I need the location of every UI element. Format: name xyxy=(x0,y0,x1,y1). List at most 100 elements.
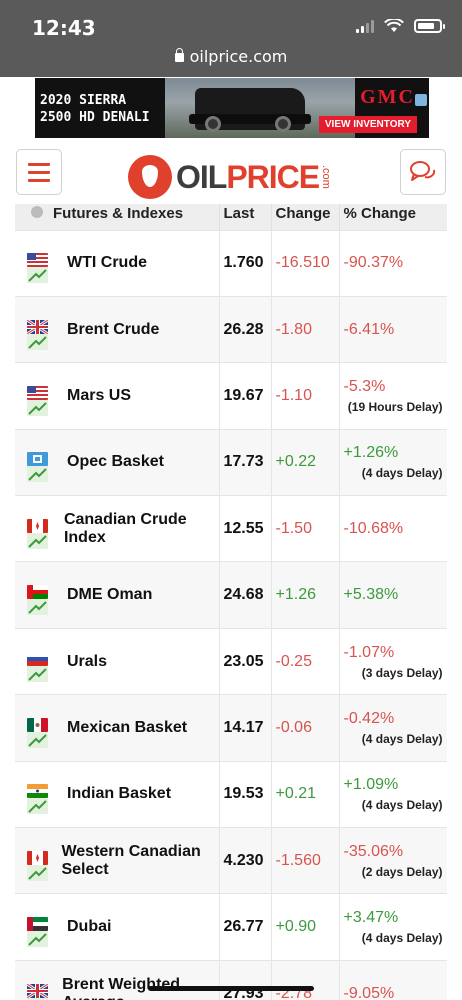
commodity-name[interactable]: Western Canadian Select xyxy=(61,842,201,878)
table-row[interactable]: Indian Basket 19.53 +0.21 +1.09% (4 days Del… xyxy=(15,760,447,828)
commodity-name[interactable]: Canadian Crude Index xyxy=(63,510,187,546)
delay-note: (4 days Delay) xyxy=(361,466,443,481)
row-name-cell[interactable]: Brent Weighted Average xyxy=(15,959,220,1000)
futures-table-container[interactable]: Futures & Indexes Last Change % Change W… xyxy=(15,204,447,1000)
ad-line-2: 2500 HD DENALI xyxy=(40,110,150,125)
commodity-name[interactable]: WTI Crude xyxy=(67,254,147,272)
pct-change-cell: -35.06% (2 days Delay) xyxy=(339,827,447,894)
row-name-cell[interactable]: Mars US xyxy=(15,362,220,430)
pct-change-cell: +5.38% xyxy=(339,561,447,629)
row-name-cell[interactable]: Indian Basket xyxy=(15,760,220,828)
last-price: 4.230 xyxy=(223,851,264,869)
table-row[interactable]: Opec Basket 17.73 +0.22 +1.26% (4 days Delay… xyxy=(15,428,447,496)
pct-change-cell: -0.42% (4 days Delay) xyxy=(339,694,447,762)
us-flag-icon xyxy=(27,385,48,400)
row-name-cell[interactable]: Canadian Crude Index xyxy=(15,495,220,562)
site-logo[interactable]: OILPRICE .com xyxy=(128,155,332,199)
truck-wheel-front xyxy=(205,116,221,132)
header-pct-change[interactable]: % Change xyxy=(339,204,447,230)
last-price: 26.28 xyxy=(223,320,264,338)
pct-change: +1.09% xyxy=(343,776,399,794)
ru-flag-icon xyxy=(27,651,48,666)
opec-flag-icon xyxy=(27,452,48,467)
table-row[interactable]: Canadian Crude Index 12.55 -1.50 -10.68% xyxy=(15,495,447,562)
table-row[interactable]: WTI Crude 1.760 -16.510 -90.37% xyxy=(15,229,447,297)
pct-change-cell: -90.37% xyxy=(339,229,447,297)
commodity-name[interactable]: Brent Crude xyxy=(67,320,160,338)
change-cell: +0.21 xyxy=(271,760,340,828)
globe-icon xyxy=(31,205,43,218)
ad-info-icon[interactable] xyxy=(415,94,427,106)
table-row[interactable]: Dubai 26.77 +0.90 +3.47% (4 days Delay) xyxy=(15,893,447,961)
commodity-name[interactable]: Indian Basket xyxy=(67,785,172,803)
in-flag-icon xyxy=(27,784,48,799)
change-cell: -1.10 xyxy=(271,362,340,430)
table-row[interactable]: Brent Weighted Average27.93-2.78-9.05% xyxy=(15,959,447,1000)
oil-drop-icon xyxy=(128,155,172,199)
trend-chart-icon xyxy=(27,399,48,416)
change-cell: -1.80 xyxy=(271,295,340,363)
commodity-name[interactable]: DME Oman xyxy=(67,586,153,604)
row-name-cell[interactable]: Dubai xyxy=(15,893,220,961)
price-change: +0.22 xyxy=(275,453,316,471)
advertisement-banner[interactable]: 2020 SIERRA 2500 HD DENALI GMC VIEW INVE… xyxy=(35,78,429,138)
row-name-cell[interactable]: Opec Basket xyxy=(15,428,220,496)
mx-flag-icon xyxy=(27,717,48,732)
change-cell: -1.560 xyxy=(271,827,340,894)
commodity-name[interactable]: Dubai xyxy=(67,918,112,936)
last-price: 12.55 xyxy=(223,519,264,537)
ca-flag-icon xyxy=(27,518,48,533)
trend-chart-icon xyxy=(27,798,48,815)
flag-chart-icon xyxy=(27,575,55,616)
header-change[interactable]: Change xyxy=(271,204,340,230)
price-change: +1.26 xyxy=(275,586,316,604)
om-flag-icon xyxy=(27,585,48,600)
battery-icon xyxy=(414,19,445,33)
address-bar[interactable]: oilprice.com xyxy=(0,47,462,66)
pct-change-cell: -1.07% (3 days Delay) xyxy=(339,627,447,695)
uk-flag-icon xyxy=(27,983,48,998)
header-last[interactable]: Last xyxy=(219,204,272,230)
commodity-name[interactable]: Mexican Basket xyxy=(67,718,188,736)
table-row[interactable]: Mexican Basket 14.17 -0.06 -0.42% (4 days De… xyxy=(15,694,447,762)
delay-note: (2 days Delay) xyxy=(361,864,443,879)
ae-flag-icon xyxy=(27,917,48,932)
header-name[interactable]: Futures & Indexes xyxy=(15,204,220,230)
pct-change: +1.26% xyxy=(343,444,399,462)
pct-change: -1.07% xyxy=(343,643,395,661)
change-cell: -1.50 xyxy=(271,495,340,562)
flag-chart-icon xyxy=(27,907,55,948)
table-row[interactable]: Mars US 19.67 -1.10 -5.3% (19 Hours Delay) xyxy=(15,362,447,430)
hamburger-menu-button[interactable] xyxy=(16,149,62,195)
commodity-name[interactable]: Mars US xyxy=(67,386,132,404)
flag-chart-icon xyxy=(27,642,55,682)
row-name-cell[interactable]: DME Oman xyxy=(15,561,220,629)
chat-bubbles-icon xyxy=(410,161,436,181)
row-name-cell[interactable]: Western Canadian Select xyxy=(15,827,220,894)
row-name-cell[interactable]: Mexican Basket xyxy=(15,694,220,762)
last-price: 14.17 xyxy=(223,718,264,736)
commodity-name[interactable]: Urals xyxy=(67,652,108,670)
last-price-cell: 19.67 xyxy=(219,362,272,430)
trend-chart-icon xyxy=(27,466,48,483)
chat-button[interactable] xyxy=(400,149,446,195)
table-row[interactable]: Western Canadian Select 4.230 -1.560 -35.06… xyxy=(15,827,447,894)
view-inventory-button[interactable]: VIEW INVENTORY xyxy=(318,116,417,133)
change-cell: -0.06 xyxy=(271,694,340,762)
last-price-cell: 14.17 xyxy=(219,694,272,762)
pct-change: -5.3% xyxy=(343,377,386,395)
trend-chart-icon xyxy=(27,731,48,748)
row-name-cell[interactable]: Brent Crude xyxy=(15,295,220,363)
table-row[interactable]: Brent Crude 26.28 -1.80 -6.41% xyxy=(15,295,447,363)
row-name-cell[interactable]: Urals xyxy=(15,627,220,695)
change-cell: -0.25 xyxy=(271,627,340,695)
table-row[interactable]: DME Oman 24.68 +1.26 +5.38% xyxy=(15,561,447,629)
pct-change-cell: -9.05% xyxy=(339,959,447,1000)
table-row[interactable]: Urals 23.05 -0.25 -1.07% (3 days Delay) xyxy=(15,627,447,695)
flag-chart-icon xyxy=(27,509,52,549)
delay-note: (3 days Delay) xyxy=(361,665,443,680)
last-price-cell: 27.93 xyxy=(219,959,272,1000)
last-price-cell: 24.68 xyxy=(219,561,272,629)
row-name-cell[interactable]: WTI Crude xyxy=(15,229,220,297)
commodity-name[interactable]: Opec Basket xyxy=(67,453,164,471)
